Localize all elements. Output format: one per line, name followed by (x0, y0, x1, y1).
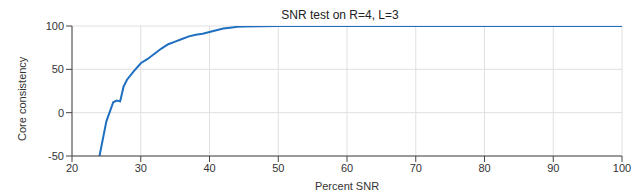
svg-text:100: 100 (613, 162, 631, 174)
svg-text:20: 20 (66, 162, 78, 174)
svg-text:90: 90 (547, 162, 559, 174)
svg-text:100: 100 (46, 22, 64, 32)
svg-text:40: 40 (203, 162, 215, 174)
html-text:SNR test on R=4, L=3: SNR test on R=4, L=3 (281, 8, 399, 22)
svg-text:-50: -50 (48, 150, 64, 162)
svg-text:50: 50 (52, 63, 64, 75)
svg-text:80: 80 (478, 162, 490, 174)
svg-text:0: 0 (58, 107, 64, 119)
svg-text:Core consistency: Core consistency (16, 56, 28, 141)
svg-text:30: 30 (135, 162, 147, 174)
svg-text:70: 70 (410, 162, 422, 174)
svg-text:Percent SNR: Percent SNR (315, 180, 379, 192)
svg-text:60: 60 (341, 162, 353, 174)
svg-text:50: 50 (272, 162, 284, 174)
